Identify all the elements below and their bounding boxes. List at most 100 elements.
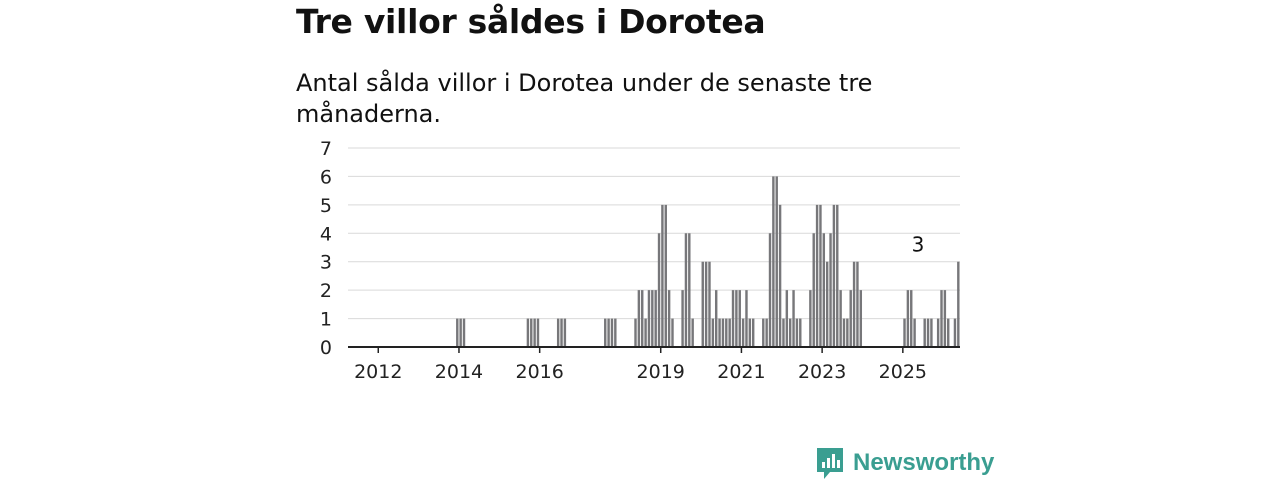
y-tick-label: 0 bbox=[320, 337, 332, 359]
x-tick-label: 2021 bbox=[717, 361, 765, 383]
annotations: 3 bbox=[912, 233, 925, 257]
bar bbox=[836, 204, 839, 347]
bar bbox=[842, 318, 846, 347]
bar bbox=[459, 318, 462, 347]
bar bbox=[745, 290, 748, 347]
bar bbox=[822, 233, 826, 347]
y-tick-label: 1 bbox=[320, 309, 332, 331]
bar bbox=[614, 318, 617, 347]
bar bbox=[788, 318, 792, 347]
bar bbox=[671, 318, 674, 347]
bar bbox=[711, 318, 715, 347]
bar bbox=[947, 318, 950, 347]
bar bbox=[782, 318, 785, 347]
bar bbox=[957, 261, 960, 347]
bar bbox=[849, 290, 852, 347]
bar bbox=[714, 290, 718, 347]
newsworthy-logo-icon bbox=[817, 448, 843, 479]
x-axis-ticks: 2012 2014 2016 2019 2021 2023 2025 bbox=[354, 347, 927, 383]
bar bbox=[856, 261, 859, 347]
bar bbox=[667, 290, 671, 347]
bar bbox=[846, 318, 849, 347]
x-tick-label: 2012 bbox=[354, 361, 402, 383]
bar bbox=[691, 318, 694, 347]
bar bbox=[815, 204, 819, 347]
bar bbox=[456, 318, 459, 347]
bar bbox=[651, 290, 654, 347]
bar bbox=[688, 233, 691, 347]
bar bbox=[775, 176, 778, 347]
bar bbox=[923, 318, 926, 347]
chart-subtitle: Antal sålda villor i Dorotea under de se… bbox=[296, 69, 873, 128]
x-tick-label: 2016 bbox=[515, 361, 563, 383]
bar-chart: 0 1 2 3 4 5 6 7 2012 2 0 1 4 2016 2019 2021 2023 2025 3 bbox=[320, 138, 960, 383]
bar bbox=[607, 318, 610, 347]
bar bbox=[654, 290, 657, 347]
y-tick-label: 3 bbox=[320, 252, 332, 274]
bar bbox=[701, 261, 704, 347]
bar bbox=[953, 318, 957, 347]
y-tick-label: 5 bbox=[320, 195, 332, 217]
bar bbox=[641, 290, 644, 347]
bar bbox=[913, 318, 916, 347]
bar bbox=[704, 261, 708, 347]
bar bbox=[728, 318, 731, 347]
x-tick-label: 2023 bbox=[798, 361, 846, 383]
bar bbox=[563, 318, 567, 347]
bar bbox=[637, 290, 641, 347]
bar bbox=[819, 204, 822, 347]
bar bbox=[731, 290, 735, 347]
bar bbox=[825, 261, 829, 347]
bar bbox=[903, 318, 906, 347]
bar bbox=[832, 204, 836, 347]
y-tick-label: 7 bbox=[320, 138, 332, 160]
bar bbox=[792, 290, 795, 347]
bar bbox=[910, 290, 913, 347]
bar bbox=[751, 318, 755, 347]
bar bbox=[940, 290, 943, 347]
bar bbox=[684, 233, 688, 347]
bar bbox=[943, 290, 947, 347]
bar bbox=[560, 318, 563, 347]
y-axis-ticks: 0 1 2 3 4 5 6 7 bbox=[320, 138, 332, 359]
bar bbox=[859, 290, 863, 347]
bar bbox=[533, 318, 536, 347]
bar bbox=[530, 318, 533, 347]
bar bbox=[708, 261, 711, 347]
bar bbox=[799, 318, 802, 347]
bars bbox=[456, 176, 960, 347]
grid-lines bbox=[348, 147, 960, 320]
bar bbox=[657, 233, 661, 347]
bar bbox=[462, 318, 466, 347]
bar bbox=[741, 318, 745, 347]
x-tick-label: 2025 bbox=[879, 361, 927, 383]
bar bbox=[664, 204, 667, 347]
bar bbox=[634, 318, 637, 347]
bar bbox=[809, 290, 812, 347]
bar bbox=[772, 176, 775, 347]
bar bbox=[906, 290, 910, 347]
bar bbox=[661, 204, 664, 347]
brand-name: Newsworthy bbox=[853, 449, 995, 476]
bar bbox=[526, 318, 530, 347]
bar bbox=[681, 290, 684, 347]
bar bbox=[718, 318, 721, 347]
bar bbox=[644, 318, 647, 347]
bar bbox=[735, 290, 738, 347]
bar bbox=[852, 261, 856, 347]
chart-title: Tre villor såldes i Dorotea bbox=[296, 2, 766, 41]
y-tick-label: 6 bbox=[320, 166, 332, 188]
bar bbox=[721, 318, 725, 347]
bar bbox=[936, 318, 940, 347]
bar bbox=[812, 233, 815, 347]
bar bbox=[536, 318, 540, 347]
y-tick-label: 4 bbox=[320, 223, 332, 245]
bar bbox=[785, 290, 789, 347]
bar bbox=[778, 204, 782, 347]
x-tick-label: 2019 bbox=[637, 361, 685, 383]
y-tick-label: 2 bbox=[320, 280, 332, 302]
bar bbox=[768, 233, 772, 347]
bar bbox=[829, 233, 832, 347]
bar bbox=[748, 318, 752, 347]
bar bbox=[647, 290, 651, 347]
